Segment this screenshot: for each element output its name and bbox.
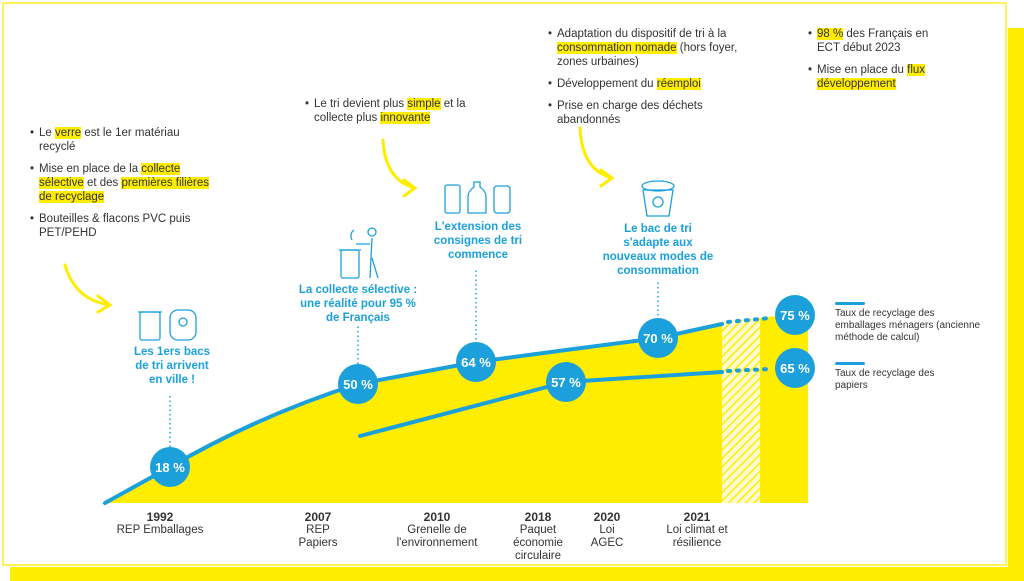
caption-bin-adapts: Le bac de tri s'adapte aux nouveaux mode… — [602, 223, 714, 277]
year: 2010 — [423, 510, 451, 524]
rate-label-2018: 57 % — [551, 375, 581, 390]
bullet-text: est le 1er matériau recyclé — [39, 127, 180, 153]
paper-rate-dotted — [726, 367, 772, 373]
bullet-text: Prise en charge des déchets abandonnés — [557, 100, 703, 126]
timeline-2018: 2018 Paquet économie circulaire — [507, 511, 569, 563]
bullet-text: Le tri devient plus — [314, 98, 408, 110]
yellow-area-end — [760, 312, 808, 503]
bullet-text: Mise en place du — [817, 64, 908, 76]
year: 2021 — [683, 510, 711, 524]
bullets-2023: 98 % des Français en ECT début 2023 Mise … — [808, 27, 948, 99]
highlighted-text: verre — [55, 127, 82, 139]
legend-swatch — [835, 362, 865, 365]
caption-sorting-extension: L'extension des consignes de tri commenc… — [433, 221, 523, 261]
rate-marker-2007 — [338, 364, 378, 404]
rate-label-2023: 65 % — [780, 361, 810, 376]
bullet-text: Bouteilles & flacons PVC puis PET/PEHD — [39, 213, 191, 239]
rate-label-2023: 75 % — [780, 308, 810, 323]
highlighted-text: 98 % — [817, 28, 844, 40]
rate-label-2010: 64 % — [461, 355, 491, 370]
packaging-rate-line — [103, 322, 724, 505]
timeline-2020: 2020 Loi AGEC — [587, 511, 627, 550]
rate-marker-2020 — [638, 318, 678, 358]
bullet-text: des Français en ECT début 2023 — [817, 28, 929, 54]
bins-icon — [138, 309, 197, 341]
legend-swatch — [835, 302, 865, 305]
highlighted-text: consommation nomade — [557, 42, 677, 54]
event: REP Emballages — [116, 524, 204, 536]
rate-label-1992: 18 % — [155, 460, 185, 475]
event: Grenelle de l'environnement — [396, 524, 478, 549]
bullet-text: (hors foyer, zones urbaines) — [557, 42, 738, 68]
bullet-item: Adaptation du dispositif de tri à la con… — [548, 27, 763, 69]
caption-selective-collection: La collecte sélective : une réalité pour… — [298, 284, 418, 324]
bullets-1992: Le verre est le 1er matériau recyclé Mise… — [30, 126, 210, 248]
year: 2007 — [304, 510, 332, 524]
bullet-item: 98 % des Français en ECT début 2023 — [808, 27, 948, 55]
event: REP Papiers — [298, 524, 338, 549]
bullets-2010: Le tri devient plus simple et la collect… — [305, 97, 495, 133]
hatched-area — [722, 318, 760, 503]
timeline-1992: 1992 REP Emballages — [115, 511, 205, 537]
bullet-text: Développement du — [557, 78, 657, 90]
rate-marker-2023 — [775, 348, 815, 388]
person-throwing-trash-icon — [339, 227, 379, 279]
legend-packaging: Taux de recyclage des emballages ménager… — [835, 302, 985, 344]
rate-marker-2010 — [456, 342, 496, 382]
timeline-2021: 2021 Loi climat et résilience — [657, 511, 737, 550]
curved-arrow-icon — [381, 138, 418, 198]
legend-label: Taux de recyclage des papiers — [835, 368, 935, 391]
curved-arrow-icon — [63, 263, 113, 314]
event: Loi AGEC — [590, 524, 624, 549]
bullet-item: Mise en place de la collecte sélective e… — [30, 162, 210, 204]
bullet-item: Mise en place du flux développement — [808, 63, 948, 91]
recycling-bin-icon — [641, 180, 675, 217]
year: 2020 — [593, 510, 621, 524]
highlighted-text: innovante — [380, 112, 431, 124]
rate-label-2007: 50 % — [343, 377, 373, 392]
year: 1992 — [146, 510, 174, 524]
caption-first-bins: Les 1ers bacs de tri arrivent en ville ! — [133, 346, 211, 386]
bullet-item: Le verre est le 1er matériau recyclé — [30, 126, 210, 154]
rate-label-2020: 70 % — [643, 331, 673, 346]
highlighted-text: simple — [407, 98, 441, 110]
bullet-text: et la collecte plus — [314, 98, 466, 124]
timeline-2007: 2007 REP Papiers — [288, 511, 348, 550]
year: 2018 — [524, 510, 552, 524]
frame-shadow-right — [1008, 28, 1024, 581]
bullet-item: Bouteilles & flacons PVC puis PET/PEHD — [30, 212, 210, 240]
packaging-icon — [444, 181, 511, 214]
bullet-item: Prise en charge des déchets abandonnés — [548, 99, 763, 127]
bullet-item: Développement du réemploi — [548, 77, 763, 91]
bullet-text: Mise en place de la — [39, 163, 142, 175]
rate-marker-1992 — [150, 447, 190, 487]
legend-label: Taux de recyclage des emballages ménager… — [835, 308, 981, 343]
packaging-rate-dotted — [726, 316, 772, 324]
timeline-2010: 2010 Grenelle de l'environnement — [387, 511, 487, 550]
rate-marker-2023 — [775, 295, 815, 335]
event: Paquet économie circulaire — [513, 524, 563, 562]
curved-arrow-icon — [578, 126, 615, 188]
bullet-text: Adaptation du dispositif de tri à la — [557, 28, 727, 40]
rate-marker-2018 — [546, 362, 586, 402]
bullet-text: et des — [83, 177, 122, 189]
legend-paper: Taux de recyclage des papiers — [835, 362, 945, 392]
frame-shadow-bottom — [10, 567, 1024, 581]
highlighted-text: réemploi — [656, 78, 701, 90]
bullet-text: Le — [39, 127, 55, 139]
event: Loi climat et résilience — [666, 524, 728, 549]
bullets-2020: Adaptation du dispositif de tri à la con… — [548, 27, 763, 135]
bullet-item: Le tri devient plus simple et la collect… — [305, 97, 495, 125]
